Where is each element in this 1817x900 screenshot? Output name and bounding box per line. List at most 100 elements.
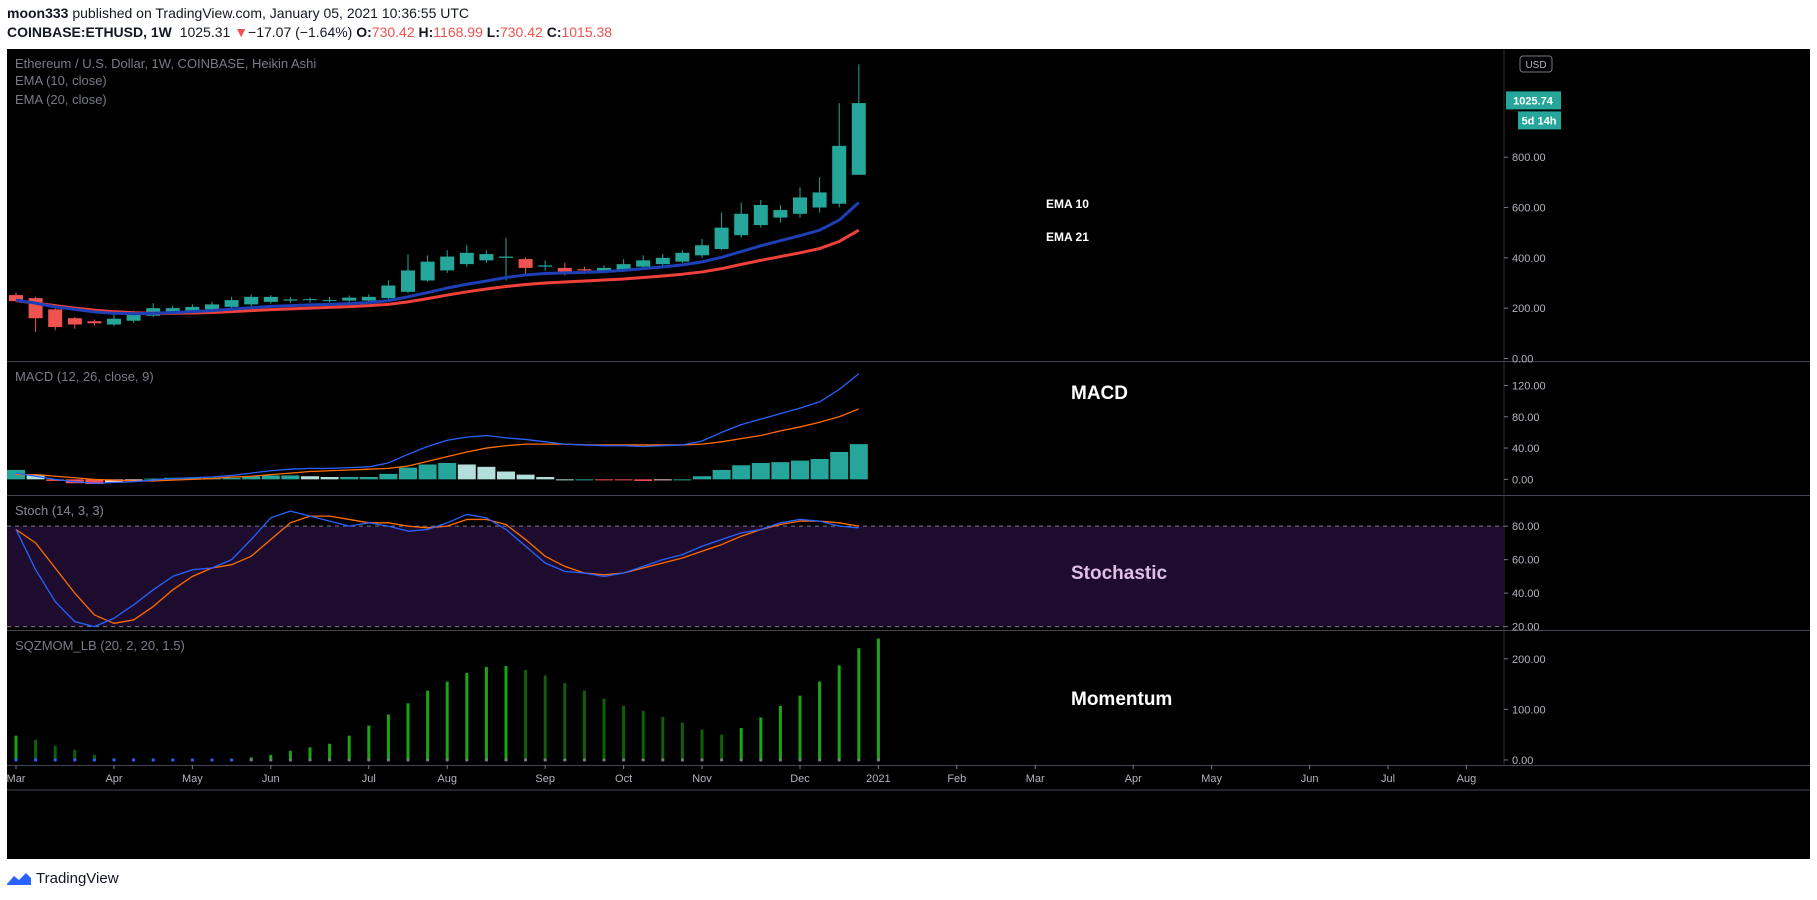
squeeze-dot [73,758,77,762]
momentum-bar [34,739,38,760]
squeeze-dot [818,758,822,762]
momentum-annotation: Momentum [1071,689,1172,710]
price-change: −17.07 (−1.64%) [248,24,353,40]
macd-histogram-bar [281,475,300,480]
macd-histogram-bar [634,479,653,481]
open-value: 730.42 [371,24,415,40]
momentum-bar [876,638,880,760]
time-tick-label: Jul [362,773,376,785]
macd-histogram-bar [712,469,731,480]
momentum-bar [759,717,763,760]
momentum-bar [367,725,371,760]
macd-histogram-bar [536,477,555,480]
macd-histogram-bar [457,464,476,480]
price-tick-label: 400.00 [1512,253,1546,265]
squeeze-dot [680,758,685,762]
high-value: 1168.99 [433,24,483,40]
squeeze-dot [563,758,567,762]
macd-histogram-bar [673,479,692,481]
squeeze-dot [720,758,724,762]
stochastic-annotation: Stochastic [1071,563,1168,584]
candle-body [263,296,278,302]
stoch-tick-label: 20.00 [1512,622,1540,634]
price-tick-label: 600.00 [1512,203,1546,215]
published-text: published on TradingView.com, January 05… [68,5,470,21]
tradingview-footer[interactable]: TradingView [6,870,119,887]
squeeze-dot [622,758,626,762]
price-badge: 1025.74 [1513,95,1554,107]
time-tick-label: Aug [437,773,457,785]
squeeze-dot [132,758,136,762]
macd-annotation: MACD [1071,383,1128,404]
macd-tick-label: 40.00 [1512,443,1540,455]
momentum-bar [622,705,626,760]
change-down-arrow-icon: ▼ [234,24,249,40]
squeeze-dot [445,758,449,762]
symbol-label: COINBASE:ETHUSD, 1W [7,24,172,40]
momentum-bar [700,729,704,760]
price-tick-label: 0.00 [1512,353,1533,365]
momentum-bar [92,754,96,760]
time-tick-label: Sep [535,773,555,785]
candle-body [812,192,827,208]
time-tick-label: May [182,773,203,785]
macd-pane[interactable]: 0.00 40.00 80.00 120.00 MACD (12, 26, close,… [7,362,1810,496]
price-tick-label: 200.00 [1512,303,1546,315]
squeeze-dot [484,758,488,762]
squeeze-dot [406,758,410,762]
momentum-bar [465,672,469,760]
author-name[interactable]: moon333 [7,5,69,21]
squeeze-dot [602,758,606,762]
candle-body [9,295,23,302]
candle-body [244,296,259,305]
squeeze-dot [857,758,861,762]
macd-histogram-bar [595,479,613,481]
squeeze-dot [582,758,587,762]
macd-histogram-bar [418,464,437,480]
momentum-tick-label: 100.00 [1512,704,1546,716]
time-tick-label: Mar [1026,773,1045,785]
squeeze-dot [367,758,371,762]
candle-body [753,205,768,226]
momentum-bar [14,735,18,760]
chart-area[interactable]: 0.00 200.00 400.00 600.00 800.00 Ethereum / U… [7,49,1810,859]
momentum-bar [837,665,841,760]
momentum-bar [857,648,861,760]
low-label: L: [486,24,500,40]
candle-body [538,265,553,267]
price-tick-label: 800.00 [1512,152,1546,164]
squeeze-dot [700,758,704,762]
candle-body [440,256,455,271]
high-label: H: [418,24,434,40]
squeeze-dot [876,758,881,762]
macd-histogram-bar [555,479,574,481]
time-tick-label: May [1201,773,1222,785]
squeeze-dot [759,758,763,762]
price-pane[interactable]: 0.00 200.00 400.00 600.00 800.00 Ethereum / U… [7,49,1810,365]
currency-badge-box [1519,55,1553,73]
close-value: 1015.38 [561,24,613,40]
stoch-d-line [15,515,859,624]
momentum-bar [406,703,410,760]
candle-body [107,318,121,325]
stoch-tick-label: 60.00 [1512,555,1540,567]
tradingview-logo-icon [7,872,31,885]
momentum-bar [543,675,547,760]
momentum-pane[interactable]: 0.00 100.00 200.00 SQZMOM_LB (20, 2, 20, 1.… [7,631,1810,767]
tradingview-brand: TradingView [36,870,119,887]
currency-badge: USD [1525,60,1546,71]
time-axis[interactable]: Mar Apr May Jun Jul Aug Sep Oct Nov Dec 2021 Feb Mar… [7,765,1810,791]
chart-svg[interactable]: 0.00 200.00 400.00 600.00 800.00 Ethereum / U… [7,49,1810,859]
macd-histogram-bar [242,476,261,480]
macd-histogram-bar [575,479,594,481]
time-tick-label: Aug [1457,773,1477,785]
stoch-pane[interactable]: 20.00 40.00 60.00 80.00 Stoch (14, 3, 3) Stoc… [7,496,1810,634]
momentum-bar [641,710,645,760]
momentum-bar [426,690,430,760]
symbol-info: COINBASE:ETHUSD, 1W 1025.31 ▼−17.07 (−1.… [7,24,612,40]
macd-histogram-bar [105,479,123,483]
macd-histogram-bar [124,479,143,481]
ema21-line [15,228,860,315]
time-tick-label: Dec [790,773,810,785]
time-tick-label: Feb [947,773,966,785]
